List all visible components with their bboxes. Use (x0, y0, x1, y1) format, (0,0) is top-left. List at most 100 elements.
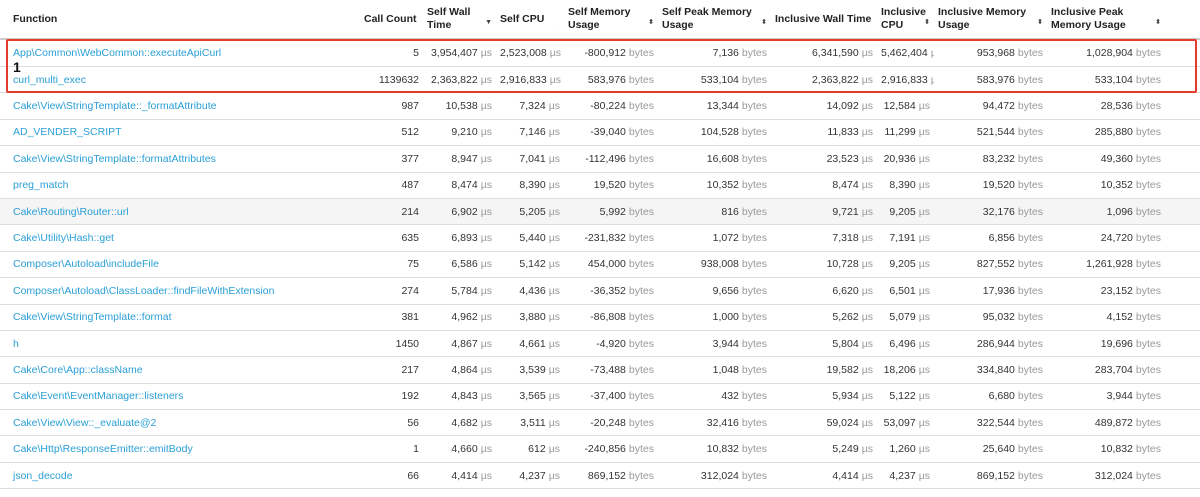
unit-label: µs (918, 232, 930, 245)
function-link[interactable]: curl_multi_exec (13, 73, 86, 86)
function-link[interactable]: json_decode (13, 469, 73, 482)
unit-label: µs (548, 205, 560, 218)
sort-icon[interactable]: ⬍ (1037, 19, 1043, 26)
table-row: Cake\View\StringTemplate::_formatAttribu… (0, 93, 1200, 120)
metric-value: 19,696 (1100, 337, 1133, 350)
metric-cell-spmu: 104,528 bytes (658, 126, 771, 138)
header-inclusive-cpu[interactable]: Inclusive CPU ⬍ (881, 6, 930, 31)
unit-label: µs (548, 232, 560, 245)
metric-cell-swt: 3,954,407 µs (423, 47, 496, 59)
header-inclusive-wall-time[interactable]: Inclusive Wall Time ⬍ (775, 12, 872, 25)
function-link[interactable]: App\Common\WebCommon::executeApiCurl (13, 47, 222, 59)
metric-value: 8,474 (832, 179, 859, 192)
table-row: Composer\Autoload\ClassLoader::findFileW… (0, 278, 1200, 305)
metric-value: 10,832 (706, 443, 739, 456)
metric-value: 816 (721, 205, 739, 218)
metric-value: 104,528 (700, 126, 739, 139)
function-link[interactable]: Cake\Utility\Hash::get (13, 232, 114, 245)
metric-cell-smu: -86,808 bytes (564, 311, 658, 323)
metric-value: 9,656 (712, 284, 739, 297)
unit-label: µs (549, 47, 562, 59)
function-link[interactable]: Cake\View\StringTemplate::_formatAttribu… (13, 100, 217, 113)
unit-label: bytes (741, 469, 767, 482)
header-function[interactable]: Function (13, 12, 58, 25)
unit-label: µs (480, 232, 492, 245)
metric-cell-icpu: 8,390 µs (877, 179, 934, 191)
metric-value: 75 (407, 258, 419, 271)
function-link[interactable]: Cake\Http\ResponseEmitter::emitBody (13, 443, 193, 456)
metric-value: 10,352 (706, 179, 739, 192)
function-cell: Cake\Core\App::className (0, 364, 360, 376)
metric-value: 5,804 (832, 337, 859, 350)
metric-cell-ipmu: 3,944 bytes (1047, 390, 1165, 402)
sort-icon[interactable]: ⬍ (761, 19, 767, 26)
function-link[interactable]: Cake\Event\EventManager::listeners (13, 390, 184, 403)
header-self-memory-usage[interactable]: Self Memory Usage ⬍ (568, 6, 654, 31)
unit-label: µs (861, 390, 873, 403)
metric-cell-smu: 454,000 bytes (564, 258, 658, 270)
metric-cell-swt: 2,363,822 µs (423, 74, 496, 86)
unit-label: bytes (1017, 416, 1043, 429)
function-link[interactable]: Cake\View\StringTemplate::format (13, 311, 172, 324)
function-cell: curl_multi_exec (0, 74, 360, 86)
metric-value: 5,205 (519, 205, 546, 218)
sort-icon[interactable]: ⬍ (648, 19, 654, 26)
header-call-count[interactable]: Call Count ⬍ (364, 12, 417, 25)
unit-label: bytes (628, 416, 654, 429)
unit-label: bytes (1017, 311, 1043, 324)
metric-value: 381 (401, 311, 419, 324)
function-cell: preg_match (0, 179, 360, 191)
metric-value: 4,661 (519, 337, 546, 350)
unit-label: bytes (1135, 416, 1161, 429)
function-link[interactable]: h (13, 337, 19, 350)
function-link[interactable]: Composer\Autoload\includeFile (13, 258, 159, 271)
sort-icon[interactable]: ⬍ (1155, 19, 1161, 26)
unit-label: µs (480, 311, 492, 324)
metric-value: 2,363,822 (430, 73, 478, 86)
metric-value: 583,976 (976, 73, 1015, 86)
function-link[interactable]: Cake\View\StringTemplate::formatAttribut… (13, 152, 216, 165)
sort-icon[interactable]: ⬍ (924, 19, 930, 26)
function-link[interactable]: Cake\View\View::_evaluate@2 (13, 416, 157, 429)
metric-cell-swt: 10,538 µs (423, 100, 496, 112)
metric-cell-swt: 6,586 µs (423, 258, 496, 270)
metric-value: 3,944 (712, 337, 739, 350)
metric-cell-ipmu: 19,696 bytes (1047, 338, 1165, 350)
metric-value: 6,620 (832, 284, 859, 297)
metric-cell-iwt: 6,341,590 µs (771, 47, 877, 59)
sort-desc-icon[interactable]: ▼ (485, 19, 492, 26)
metric-cell-cc: 512 (360, 126, 423, 138)
header-inclusive-peak-memory-usage[interactable]: Inclusive Peak Memory Usage ⬍ (1051, 6, 1161, 31)
metric-cell-smu: -20,248 bytes (564, 417, 658, 429)
function-link[interactable]: Cake\Routing\Router::url (13, 205, 129, 218)
function-link[interactable]: AD_VENDER_SCRIPT (13, 126, 122, 139)
metric-cell-cc: 192 (360, 390, 423, 402)
header-self-peak-memory-usage[interactable]: Self Peak Memory Usage ⬍ (662, 6, 767, 31)
metric-value: 23,152 (1100, 284, 1133, 297)
unit-label: bytes (1135, 258, 1161, 271)
header-self-cpu[interactable]: Self CPU ⬍ (500, 12, 545, 25)
metric-value: 8,474 (451, 179, 478, 192)
metric-cell-spmu: 1,072 bytes (658, 232, 771, 244)
function-link[interactable]: Cake\Core\App::className (13, 363, 143, 376)
metric-cell-icpu: 4,237 µs (877, 470, 934, 482)
metric-value: 6,856 (988, 232, 1015, 245)
unit-label: µs (480, 205, 492, 218)
unit-label: bytes (1135, 100, 1161, 113)
metric-value: 1,096 (1106, 205, 1133, 218)
unit-label: bytes (741, 152, 767, 165)
table-row: Cake\View\View::_evaluate@2 56 4,682 µs 3,51… (0, 410, 1200, 437)
metric-value: 56 (407, 416, 419, 429)
function-link[interactable]: Composer\Autoload\ClassLoader::findFileW… (13, 284, 275, 297)
metric-cell-imu: 32,176 bytes (934, 206, 1047, 218)
metric-value: -73,488 (590, 363, 626, 376)
metric-value: 4,843 (451, 390, 478, 403)
unit-label: µs (918, 416, 930, 429)
metric-value: 19,520 (982, 179, 1015, 192)
header-inclusive-memory-usage[interactable]: Inclusive Memory Usage ⬍ (938, 6, 1043, 31)
header-self-wall-time[interactable]: Self Wall Time ▼ (427, 6, 492, 31)
unit-label: µs (480, 258, 492, 271)
metric-value: 3,954,407 (430, 47, 478, 59)
function-link[interactable]: preg_match (13, 179, 69, 192)
metric-cell-ipmu: 4,152 bytes (1047, 311, 1165, 323)
